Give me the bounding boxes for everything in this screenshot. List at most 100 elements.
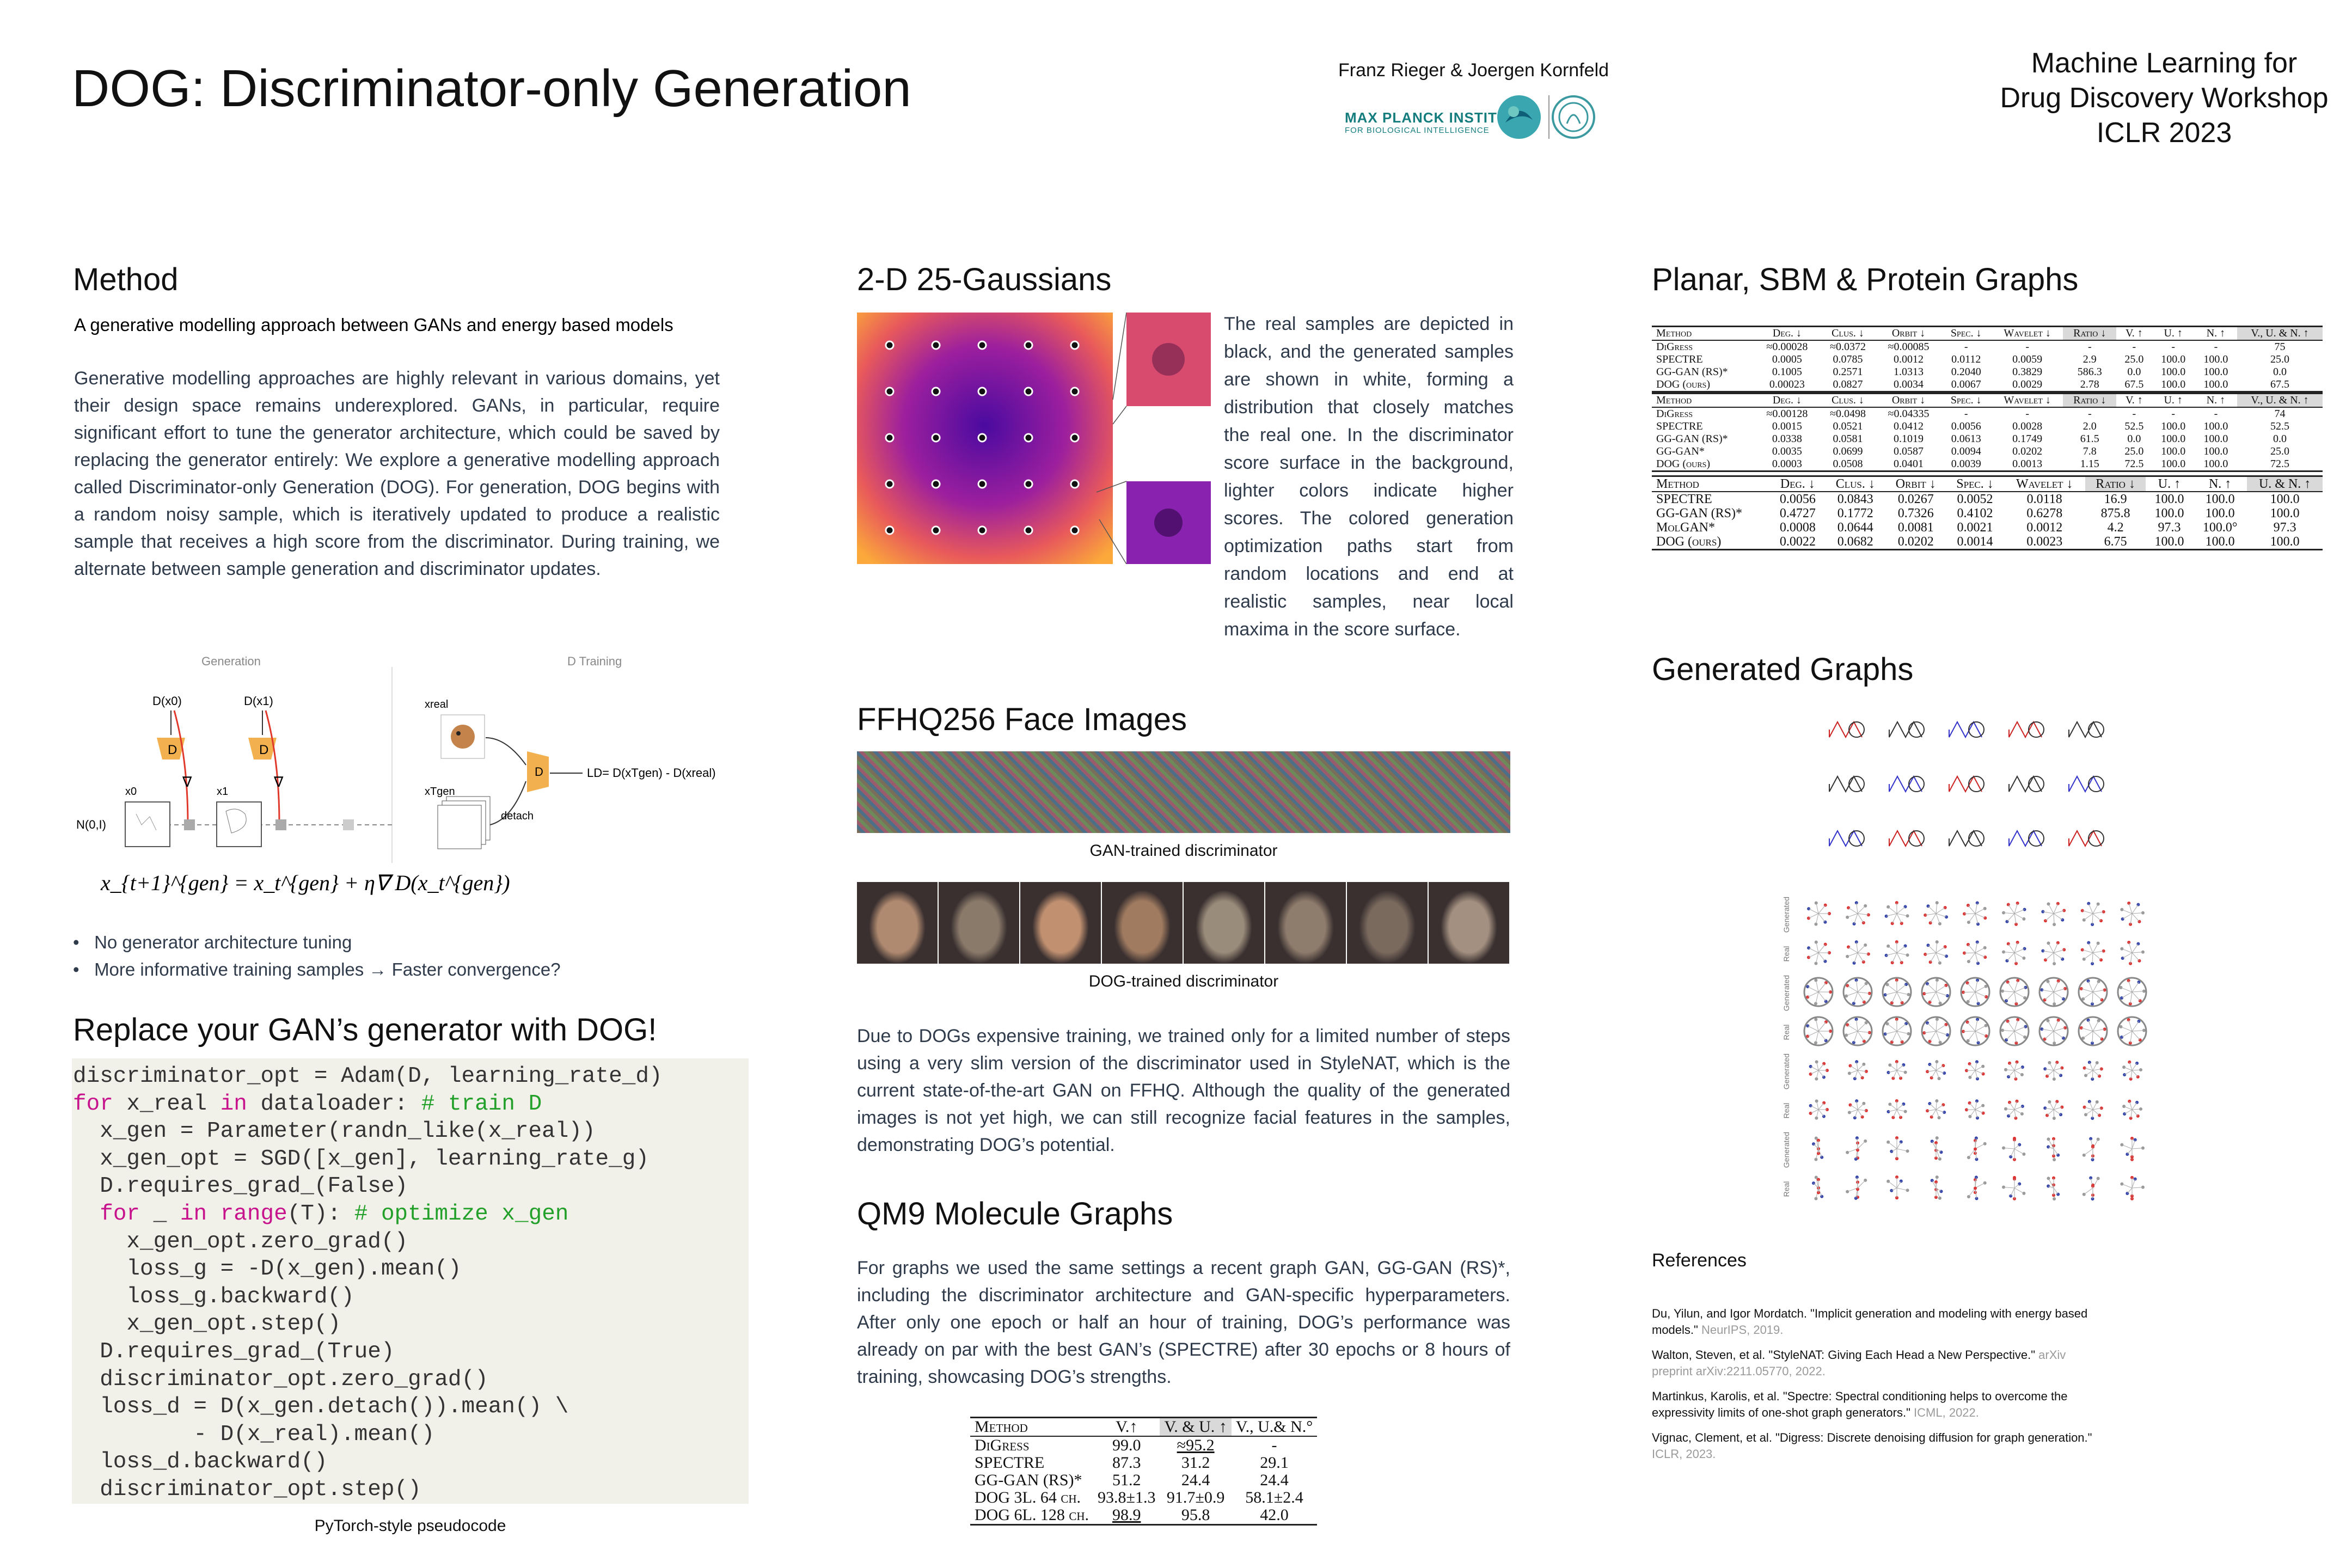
table-cell: 0.0581 — [1833, 433, 1863, 445]
graph-row-label: Real — [1782, 1025, 1791, 1040]
graph-sample — [1960, 977, 1990, 1007]
institute-emblem — [1497, 95, 1595, 139]
graph-sample — [2004, 1099, 2024, 1120]
table-cell: 2.9 — [2082, 353, 2097, 365]
code-line: loss_g = -D(x_gen).mean() — [73, 1257, 462, 1282]
graph-sample — [1884, 940, 1909, 965]
graph-sample — [2002, 1136, 2026, 1161]
references-list: Du, Yilun, and Igor Mordatch. "Implicit … — [1652, 1306, 2098, 1462]
graph-sample — [2117, 977, 2147, 1007]
table-cell: 100.0 — [2203, 445, 2228, 457]
table-cell: ≈0.04335 — [1888, 408, 1930, 420]
code-line: x_gen_opt.zero_grad() — [73, 1229, 408, 1254]
table-cell: 2.0 — [2082, 420, 2097, 432]
table-header: U. ↑ — [2164, 394, 2183, 406]
diagram-d: D — [168, 743, 177, 757]
diagram-dx1: D(x1) — [244, 694, 273, 708]
table-cell: 0.0021 — [1957, 520, 1993, 535]
gaussian-mode — [1024, 340, 1033, 350]
generated-heading: Generated Graphs — [1652, 652, 1914, 687]
molecule — [1949, 775, 1984, 793]
table-cell: SPECTRE — [1656, 420, 1703, 432]
table-cell: 0.7326 — [1897, 506, 1934, 520]
table-row: DOG 6L. 128 ch. 98.9 95.8 42.0 — [970, 1506, 1317, 1525]
table-cell: 0.0118 — [2026, 492, 2062, 506]
graph-sample — [1930, 1136, 1943, 1161]
table-cell: 0.4727 — [1779, 506, 1816, 520]
gaussian-mode — [1070, 340, 1080, 350]
reference-item: Du, Yilun, and Igor Mordatch. "Implicit … — [1652, 1306, 2098, 1338]
graph-sample — [1924, 940, 1949, 965]
gaussian-mode — [977, 525, 987, 535]
table-header: Orbit ↓ — [1891, 327, 1926, 339]
table-cell: - — [2025, 408, 2029, 420]
table-cell: 0.6278 — [2026, 506, 2063, 520]
table-cell: 0.2571 — [1833, 366, 1863, 378]
qm9-body: For graphs we used the same settings a r… — [857, 1258, 1510, 1387]
replace-heading: Replace your GAN’s generator with DOG! — [73, 1012, 657, 1048]
molecule-grid — [1829, 720, 2104, 848]
table-cell: 99.0 — [1112, 1436, 1141, 1454]
table-cell: 0.0014 — [1957, 535, 1993, 549]
table-header: Clus. ↓ — [1832, 327, 1864, 339]
graph-sample — [1847, 1099, 1868, 1120]
table-cell: 0.0267 — [1897, 492, 1934, 506]
table-row: DOG (ours) 0.0022 0.0682 0.0202 0.0014 0.0023… — [1652, 535, 2323, 550]
face-sample — [1429, 882, 1510, 964]
table-cell: 100.0 — [2154, 492, 2184, 506]
table-cell: ≈0.00085 — [1888, 341, 1930, 353]
molecule — [1829, 829, 1865, 848]
table-cell: 0.0056 — [1779, 492, 1816, 506]
diagram-noise: N(0,I) — [76, 818, 106, 831]
reference-text: Walton, Steven, et al. "StyleNAT: Giving… — [1652, 1348, 2036, 1362]
graph-sample — [2043, 1061, 2064, 1081]
venue-line: ICLR 2023 — [2096, 117, 2232, 149]
table-cell: 51.2 — [1112, 1471, 1141, 1489]
gaussian-mode — [931, 433, 941, 443]
code-line: - D(x_real).mean() — [73, 1422, 435, 1447]
diagram-x1: x1 — [217, 786, 228, 798]
gaussian-mode — [885, 479, 895, 489]
table-cell: 72.5 — [2124, 458, 2144, 470]
code-line: x_gen_opt = SGD([x_gen], learning_rate_g… — [73, 1146, 649, 1172]
table-header: Method — [1656, 394, 1692, 406]
graph-sample — [2078, 977, 2108, 1007]
table-cell: 100.0 — [2161, 366, 2186, 378]
table-cell: 0.0039 — [1951, 458, 1981, 470]
table-cell: 25.0 — [2124, 353, 2144, 365]
table-cell: - — [2087, 408, 2092, 420]
table-cell: 58.1±2.4 — [1245, 1489, 1303, 1506]
table-cell: - — [2171, 408, 2176, 420]
method-body: Generative modelling approaches are high… — [74, 368, 720, 579]
face-sample — [1347, 882, 1429, 964]
table-cell: 100.0 — [2154, 506, 2184, 520]
code-line: discriminator_opt.zero_grad() — [73, 1367, 488, 1392]
graph-sample — [2122, 1060, 2142, 1081]
ffhq-heading: FFHQ256 Face Images — [857, 702, 1187, 737]
table-row: SPECTRE 0.0015 0.0521 0.0412 0.0056 0.0028 2.0… — [1652, 420, 2323, 433]
planar-tables: Method Deg. ↓ Clus. ↓ Orbit ↓ Spec. ↓ Wavelet… — [1652, 326, 2323, 550]
graph-sample — [2082, 1137, 2100, 1161]
table-cell: SPECTRE — [1656, 353, 1703, 365]
table-cell: 0.0015 — [1772, 420, 1802, 432]
planar-table: Method Deg. ↓ Clus. ↓ Orbit ↓ Spec. ↓ Wavelet… — [1652, 393, 2323, 472]
table-cell: 0.0003 — [1772, 458, 1802, 470]
table-cell: 67.5 — [2270, 378, 2290, 390]
table-cell: 0.0023 — [2026, 535, 2063, 549]
table-header: V., U. & N. ↑ — [2237, 326, 2323, 340]
graph-row-label: Generated — [1782, 975, 1791, 1011]
diagram-loss: LD= D(xTgen) - D(xreal) — [587, 766, 716, 780]
graph-sample — [1846, 1136, 1867, 1161]
table-row: DOG (ours) 0.0003 0.0508 0.0401 0.0039 0.0013… — [1652, 458, 2323, 471]
table-cell: 100.0 — [2203, 353, 2228, 365]
gaussian-mode — [931, 525, 941, 535]
graph-sample — [1963, 940, 1987, 965]
venue-line: Machine Learning for — [2031, 47, 2298, 79]
reference-item: Vignac, Clement, et al. "Digress: Discre… — [1652, 1430, 2098, 1462]
code-line: discriminator_opt = Adam(D, learning_rat… — [73, 1064, 663, 1089]
graph-sample — [2120, 1136, 2145, 1161]
table-row: GG-GAN (RS)* 0.4727 0.1772 0.7326 0.4102 0.62… — [1652, 506, 2323, 520]
table-cell: 0.0005 — [1772, 353, 1802, 365]
table-cell: 93.8±1.3 — [1098, 1489, 1156, 1506]
graph-sample — [1847, 1060, 1868, 1081]
